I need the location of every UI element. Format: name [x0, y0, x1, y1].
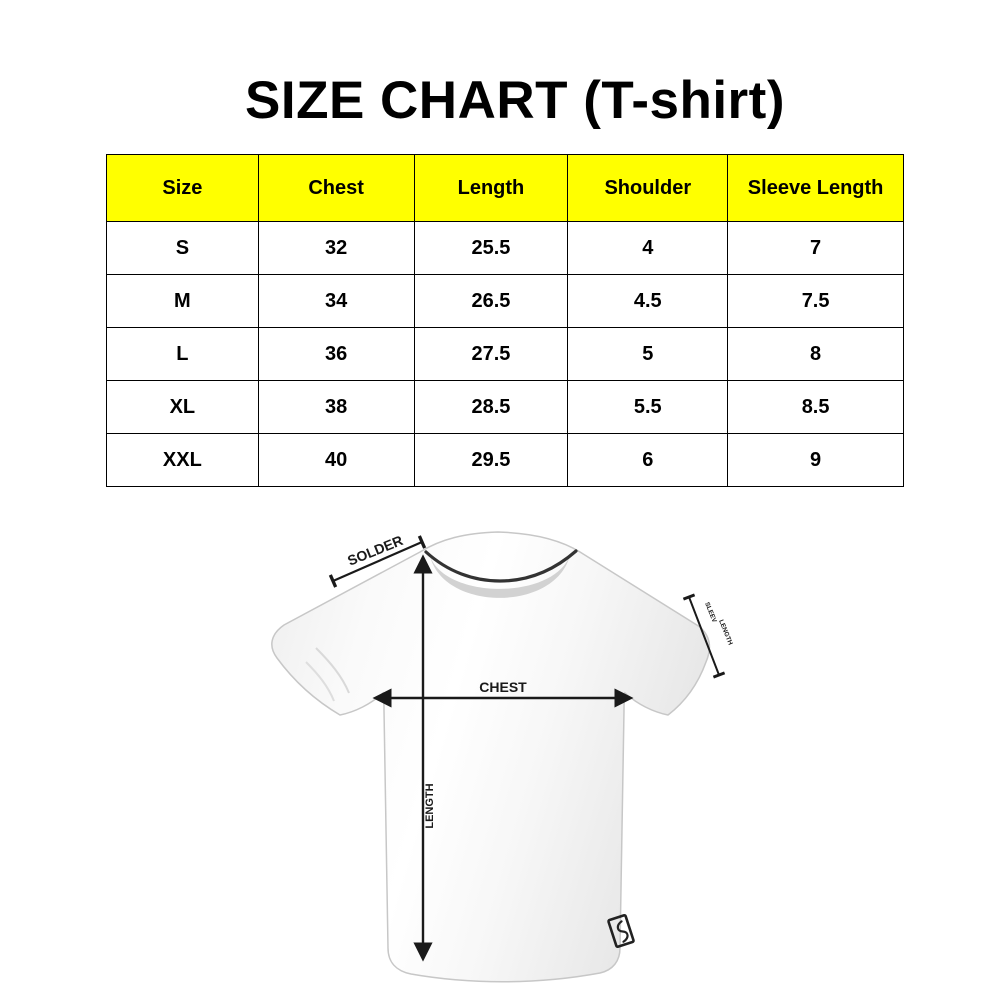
svg-text:CHEST: CHEST: [479, 679, 527, 695]
svg-text:LENGTH: LENGTH: [424, 783, 436, 828]
svg-text:SLEEV: SLEEV: [703, 601, 718, 624]
svg-text:LENGTH: LENGTH: [717, 619, 734, 647]
